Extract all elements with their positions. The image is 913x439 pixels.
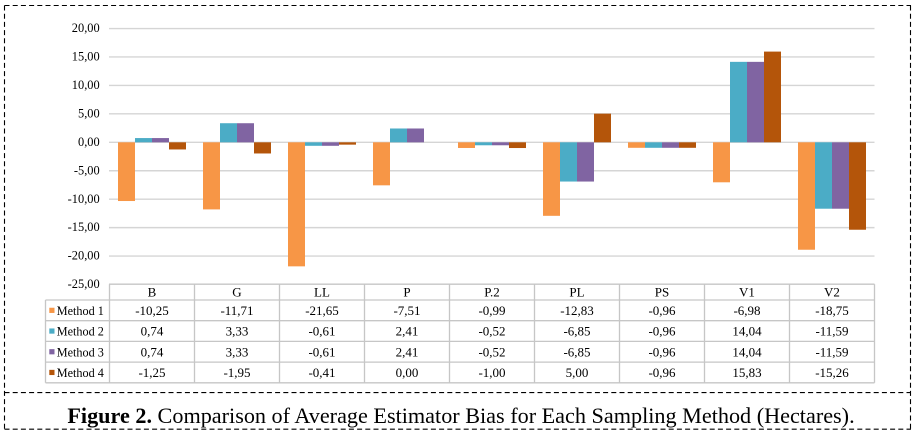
svg-text:-0,61: -0,61 (308, 344, 335, 359)
svg-text:-11,59: -11,59 (815, 324, 848, 339)
svg-text:-0,96: -0,96 (648, 344, 676, 359)
svg-text:5,00: 5,00 (566, 365, 589, 380)
svg-text:-6,85: -6,85 (563, 344, 590, 359)
svg-text:PL: PL (569, 285, 584, 300)
svg-text:-11,59: -11,59 (815, 344, 848, 359)
svg-text:-11,71: -11,71 (220, 303, 253, 318)
svg-text:-25,00: -25,00 (68, 277, 100, 291)
svg-text:PS: PS (655, 285, 669, 300)
svg-text:-1,25: -1,25 (138, 365, 165, 380)
svg-text:-20,00: -20,00 (68, 249, 100, 263)
svg-text:-5,00: -5,00 (74, 163, 100, 177)
svg-text:-0,61: -0,61 (308, 324, 335, 339)
svg-text:-0,96: -0,96 (648, 324, 676, 339)
svg-text:P: P (403, 285, 410, 300)
svg-text:0,00: 0,00 (78, 135, 100, 149)
svg-text:5,00: 5,00 (78, 106, 100, 120)
svg-text:14,04: 14,04 (732, 324, 762, 339)
svg-text:10,00: 10,00 (72, 78, 100, 92)
svg-text:B: B (148, 285, 157, 300)
svg-text:0,00: 0,00 (396, 365, 419, 380)
svg-text:Method 4: Method 4 (57, 366, 104, 380)
svg-text:-15,00: -15,00 (68, 220, 100, 234)
svg-text:-1,95: -1,95 (223, 365, 250, 380)
svg-text:0,74: 0,74 (141, 344, 164, 359)
svg-text:2,41: 2,41 (396, 324, 419, 339)
svg-text:3,33: 3,33 (226, 344, 249, 359)
svg-text:14,04: 14,04 (732, 344, 762, 359)
svg-text:-0,99: -0,99 (478, 303, 505, 318)
svg-text:15,83: 15,83 (732, 365, 761, 380)
svg-text:Method 3: Method 3 (57, 345, 104, 359)
svg-text:-0,52: -0,52 (478, 324, 505, 339)
svg-text:Method 2: Method 2 (57, 325, 104, 339)
svg-text:-1,00: -1,00 (478, 365, 505, 380)
svg-text:G: G (232, 285, 241, 300)
svg-text:3,33: 3,33 (226, 324, 249, 339)
svg-text:-0,41: -0,41 (308, 365, 335, 380)
svg-text:-6,85: -6,85 (563, 324, 590, 339)
svg-text:2,41: 2,41 (396, 344, 419, 359)
svg-text:-15,26: -15,26 (815, 365, 849, 380)
svg-text:-0,96: -0,96 (648, 365, 676, 380)
svg-text:-7,51: -7,51 (393, 303, 420, 318)
svg-text:-18,75: -18,75 (815, 303, 849, 318)
svg-text:V2: V2 (824, 285, 840, 300)
svg-text:LL: LL (314, 285, 330, 300)
svg-text:-21,65: -21,65 (305, 303, 339, 318)
svg-text:-12,83: -12,83 (560, 303, 594, 318)
svg-text:20,00: 20,00 (72, 21, 100, 35)
svg-text:-10,00: -10,00 (68, 192, 100, 206)
svg-text:0,74: 0,74 (141, 324, 164, 339)
svg-text:Method 1: Method 1 (57, 304, 104, 318)
svg-text:-0,52: -0,52 (478, 344, 505, 359)
svg-text:-0,96: -0,96 (648, 303, 676, 318)
svg-text:Figure 2. Comparison of Averag: Figure 2. Comparison of Average Estimato… (67, 403, 854, 428)
svg-text:-10,25: -10,25 (135, 303, 169, 318)
svg-text:V1: V1 (739, 285, 755, 300)
svg-text:15,00: 15,00 (72, 50, 100, 64)
svg-text:P.2: P.2 (484, 285, 500, 300)
svg-text:-6,98: -6,98 (733, 303, 760, 318)
